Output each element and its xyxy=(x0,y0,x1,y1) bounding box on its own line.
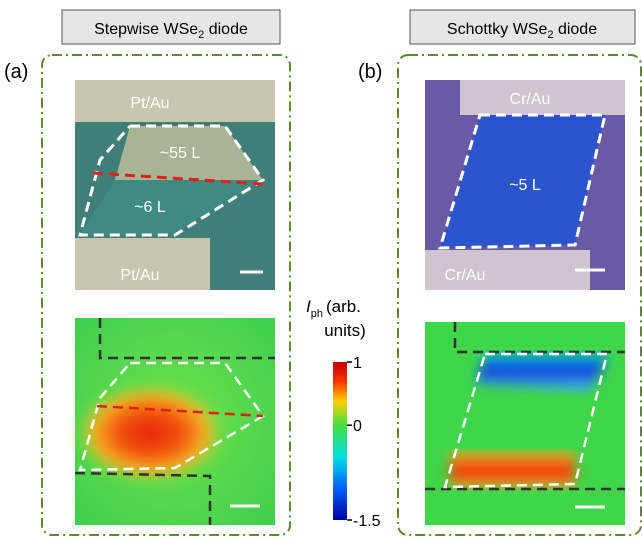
colorbar-tick-label: -1.5 xyxy=(353,513,381,530)
panel-label: (b) xyxy=(358,61,382,83)
optical-label: ~55 L xyxy=(160,145,201,162)
optical-label: Pt/Au xyxy=(130,95,169,112)
optical-label: ~5 L xyxy=(509,177,541,194)
optical-label: ~6 L xyxy=(134,199,166,216)
optical-label: Cr/Au xyxy=(510,91,551,108)
colorbar-title: Iph(arb. xyxy=(306,297,361,320)
figure: Stepwise WSe2 diode (a) Pt/Au ~55 L ~6 L… xyxy=(0,0,642,540)
optical-image: Pt/Au ~55 L ~6 L Pt/Au xyxy=(75,80,275,290)
optical-label: Cr/Au xyxy=(445,267,486,284)
photocurrent-map xyxy=(75,318,275,525)
optical-image: Cr/Au ~5 L Cr/Au xyxy=(425,80,625,290)
photocurrent-map xyxy=(425,322,625,525)
colorbar xyxy=(333,362,347,520)
colorbar-tick-label: 0 xyxy=(353,418,362,435)
optical-label: Pt/Au xyxy=(120,267,159,284)
panel-label: (a) xyxy=(4,61,28,83)
colorbar-title: units) xyxy=(324,321,366,340)
colorbar-tick-label: 1 xyxy=(353,355,362,372)
